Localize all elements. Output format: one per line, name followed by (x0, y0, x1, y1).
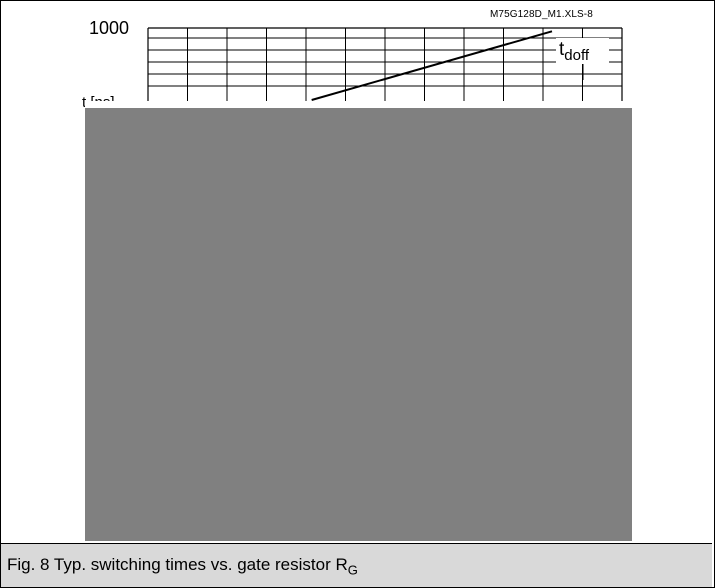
y-tick-label-1000: 1000 (89, 18, 130, 38)
occlusion-edge (85, 101, 632, 111)
series-label-tdoff: tdoff (556, 38, 609, 64)
caption-text: Fig. 8 Typ. switching times vs. gate res… (7, 555, 348, 574)
series-line-tdoff (311, 30, 553, 101)
series-label-main: t (559, 39, 565, 60)
figure-caption: Fig. 8 Typ. switching times vs. gate res… (7, 555, 358, 577)
caption-bar: Fig. 8 Typ. switching times vs. gate res… (1, 543, 712, 587)
caption-subscript: G (347, 562, 358, 578)
series-label-sub: doff (564, 46, 590, 64)
occluded-region (85, 108, 632, 541)
sheet-identifier: M75G128D_M1.XLS-8 (490, 9, 593, 20)
